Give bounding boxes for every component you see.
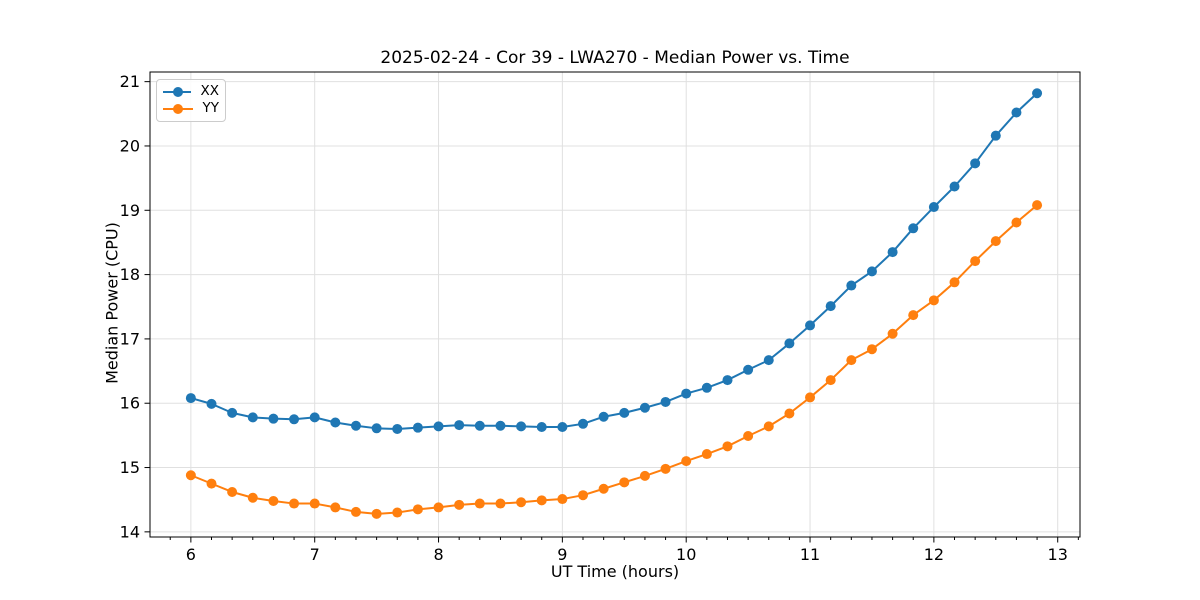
legend-item: XX: [163, 85, 219, 99]
y-tick-label: 14: [120, 522, 140, 541]
y-tick-label: 16: [120, 394, 140, 413]
plot-frame: [149, 71, 1081, 538]
tick-labels: 6 7 8 9 10 11 12 13 14 15 16 17 18 19 20 21: [120, 72, 1068, 564]
legend-line-marker-icon: [163, 103, 193, 114]
y-tick-label: 21: [120, 72, 140, 91]
x-tick-label: 13: [1048, 545, 1068, 564]
x-tick-label: 11: [800, 545, 820, 564]
legend-label: XX: [200, 83, 220, 100]
y-tick-label: 20: [120, 136, 140, 155]
y-tick-label: 18: [120, 265, 140, 284]
x-tick-label: 8: [433, 545, 443, 564]
x-axis-label: UT Time (hours): [550, 562, 680, 581]
legend-line-marker-icon: [163, 87, 191, 98]
x-tick-label: 7: [310, 545, 320, 564]
x-tick-label: 10: [676, 545, 696, 564]
axis-ticks: [144, 81, 1079, 543]
x-tick-label: 12: [924, 545, 944, 564]
series-markers-xx: [185, 88, 1043, 434]
series-line-xx: [190, 92, 1038, 430]
legend-label: YY: [202, 100, 220, 117]
x-tick-label: 9: [557, 545, 567, 564]
legend: XX YY: [156, 79, 226, 122]
y-tick-label: 15: [120, 458, 140, 477]
chart-title: 2025-02-24 - Cor 39 - LWA270 - Median Po…: [380, 48, 850, 68]
x-tick-label: 6: [186, 545, 196, 564]
series-markers-yy: [185, 200, 1043, 519]
y-tick-label: 19: [120, 201, 140, 220]
y-tick-label: 17: [120, 329, 140, 348]
gridlines: [150, 72, 1080, 537]
legend-item: YY: [163, 102, 219, 116]
